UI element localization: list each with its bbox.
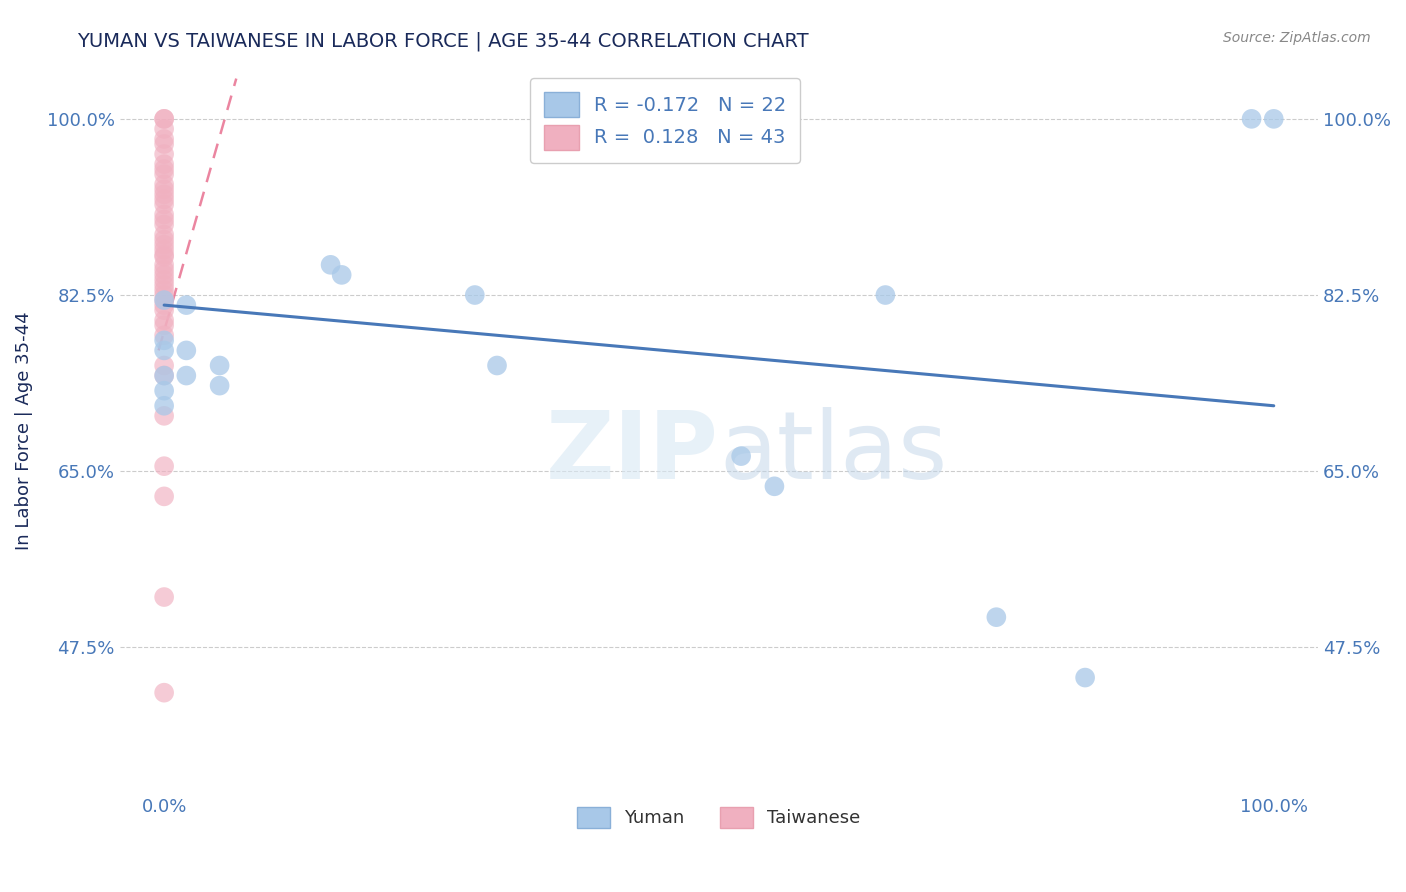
Point: [153, 132, 176, 146]
Point: [464, 288, 486, 302]
Point: [153, 227, 176, 242]
Point: [208, 378, 231, 392]
Point: [153, 277, 176, 292]
Point: [153, 187, 176, 202]
Point: [153, 459, 176, 474]
Point: [1074, 671, 1097, 685]
Point: [153, 212, 176, 227]
Y-axis label: In Labor Force | Age 35-44: In Labor Force | Age 35-44: [15, 311, 32, 550]
Point: [153, 193, 176, 207]
Point: [153, 263, 176, 277]
Point: [763, 479, 786, 493]
Point: [153, 359, 176, 373]
Point: [153, 334, 176, 348]
Point: [153, 293, 176, 307]
Text: Source: ZipAtlas.com: Source: ZipAtlas.com: [1223, 31, 1371, 45]
Point: [153, 157, 176, 171]
Point: [153, 273, 176, 287]
Point: [153, 197, 176, 211]
Point: [153, 686, 176, 700]
Point: [153, 288, 176, 302]
Point: [153, 303, 176, 318]
Point: [153, 248, 176, 262]
Point: [319, 258, 342, 272]
Point: [153, 313, 176, 327]
Point: [153, 147, 176, 161]
Point: [1240, 112, 1263, 126]
Point: [153, 489, 176, 503]
Point: [176, 298, 198, 312]
Point: [153, 399, 176, 413]
Point: [153, 268, 176, 282]
Point: [153, 318, 176, 333]
Point: [153, 207, 176, 221]
Point: [153, 162, 176, 177]
Point: [1263, 112, 1285, 126]
Point: [485, 359, 508, 373]
Point: [153, 178, 176, 192]
Text: ZIP: ZIP: [546, 407, 718, 499]
Point: [875, 288, 897, 302]
Point: [730, 449, 752, 463]
Point: [153, 368, 176, 383]
Point: [153, 237, 176, 252]
Point: [153, 112, 176, 126]
Point: [153, 122, 176, 136]
Text: YUMAN VS TAIWANESE IN LABOR FORCE | AGE 35-44 CORRELATION CHART: YUMAN VS TAIWANESE IN LABOR FORCE | AGE …: [77, 31, 808, 51]
Point: [153, 384, 176, 398]
Point: [986, 610, 1008, 624]
Point: [176, 368, 198, 383]
Point: [153, 343, 176, 358]
Point: [153, 250, 176, 264]
Point: [153, 409, 176, 423]
Point: [153, 136, 176, 151]
Legend: Yuman, Taiwanese: Yuman, Taiwanese: [569, 800, 868, 835]
Text: atlas: atlas: [718, 407, 948, 499]
Point: [153, 233, 176, 247]
Point: [153, 590, 176, 604]
Point: [153, 328, 176, 343]
Point: [330, 268, 353, 282]
Point: [153, 167, 176, 181]
Point: [153, 182, 176, 196]
Point: [153, 218, 176, 232]
Point: [153, 243, 176, 257]
Point: [153, 298, 176, 312]
Point: [153, 293, 176, 307]
Point: [153, 283, 176, 297]
Point: [208, 359, 231, 373]
Point: [153, 368, 176, 383]
Point: [176, 343, 198, 358]
Point: [153, 112, 176, 126]
Point: [153, 258, 176, 272]
